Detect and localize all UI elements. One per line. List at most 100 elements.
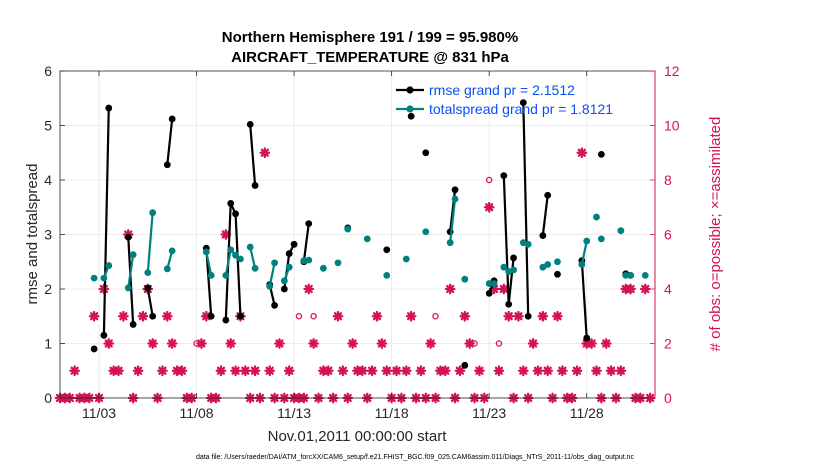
rmse-point bbox=[246, 121, 254, 128]
x-tick-label: 11/18 bbox=[375, 405, 409, 421]
spread-point bbox=[510, 266, 517, 274]
spread-point bbox=[583, 237, 591, 245]
obs-assimilated-marker bbox=[503, 310, 515, 322]
spread-point bbox=[554, 258, 561, 266]
obs-assimilated-marker bbox=[259, 147, 271, 159]
legend: rmse grand pr = 2.1512 totalspread grand… bbox=[396, 82, 613, 117]
obs-assimilated-marker bbox=[371, 310, 383, 322]
rmse-point bbox=[280, 285, 288, 293]
spread-point bbox=[168, 247, 176, 255]
obs-assimilated-marker bbox=[615, 365, 627, 377]
obs-assimilated-marker bbox=[332, 310, 344, 322]
obs-star-stroke bbox=[558, 366, 567, 375]
obs-star-stroke bbox=[158, 366, 167, 375]
spread-point bbox=[251, 264, 259, 272]
legend-label-rmse: rmse grand pr = 2.1512 bbox=[429, 82, 575, 98]
spread-point bbox=[500, 263, 508, 271]
obs-assimilated-marker bbox=[439, 365, 451, 377]
obs-assimilated-marker bbox=[322, 365, 334, 377]
spread-point bbox=[617, 227, 625, 235]
x-axis-ticks: 11/03 11/08 11/13 11/18 11/23 11/28 bbox=[82, 71, 604, 421]
obs-star-stroke bbox=[426, 339, 435, 348]
obs-star-stroke bbox=[104, 339, 113, 348]
obs-assimilated-marker bbox=[366, 365, 378, 377]
y-right-tick-label: 10 bbox=[664, 118, 680, 134]
obs-assimilated-marker bbox=[625, 283, 636, 295]
rmse-line-segment bbox=[502, 175, 515, 305]
rmse-point bbox=[524, 312, 532, 320]
spread-line-segment bbox=[249, 246, 257, 269]
obs-star-stroke bbox=[407, 312, 416, 321]
obs-star-stroke bbox=[606, 366, 616, 375]
x-axis-label: Nov.01,2011 00:00:00 start bbox=[268, 428, 448, 445]
obs-star-stroke bbox=[285, 366, 294, 375]
spread-point bbox=[271, 259, 278, 267]
obs-star-stroke bbox=[138, 312, 148, 321]
obs-assimilated-marker bbox=[103, 338, 115, 349]
obs-star-stroke bbox=[70, 366, 79, 375]
obs-assimilated-marker bbox=[454, 365, 466, 377]
spread-point bbox=[227, 246, 235, 254]
y-right-tick-label: 4 bbox=[664, 281, 672, 297]
obs-assimilated-marker bbox=[537, 310, 549, 322]
obs-star-stroke bbox=[90, 312, 99, 321]
rmse-point bbox=[149, 312, 157, 320]
spread-point bbox=[207, 271, 215, 279]
spread-point bbox=[383, 271, 391, 279]
obs-star-stroke bbox=[626, 284, 635, 294]
obs-assimilated-marker bbox=[118, 310, 129, 322]
obs-star-stroke bbox=[441, 366, 450, 375]
spread-point bbox=[402, 255, 410, 263]
obs-possible-marker bbox=[295, 312, 303, 320]
chart-subtitle: AIRCRAFT_TEMPERATURE @ 831 hPa bbox=[231, 49, 509, 66]
obs-star-stroke bbox=[616, 366, 625, 375]
spread-point bbox=[202, 248, 210, 256]
rmse-point bbox=[407, 112, 415, 120]
obs-star-stroke bbox=[372, 312, 382, 321]
spread-point bbox=[124, 284, 132, 292]
obs-possible-marker bbox=[471, 340, 478, 347]
obs-assimilated-marker bbox=[517, 365, 529, 377]
y-axis-left-label: rmse and totalspread bbox=[24, 164, 41, 305]
obs-star-stroke bbox=[333, 312, 343, 321]
obs-star-stroke bbox=[338, 366, 347, 375]
spread-point bbox=[100, 274, 108, 282]
rmse-line-segment bbox=[146, 287, 154, 317]
obs-star-stroke bbox=[163, 312, 172, 321]
obs-star-stroke bbox=[168, 339, 177, 348]
obs-possible-marker bbox=[193, 340, 200, 347]
spread-line-segment bbox=[580, 240, 588, 265]
spread-line-segment bbox=[205, 251, 213, 276]
obs-star-stroke bbox=[485, 203, 494, 212]
obs-assimilated-marker bbox=[176, 365, 188, 377]
spread-point bbox=[280, 277, 288, 285]
obs-count-markers bbox=[54, 147, 656, 404]
obs-assimilated-marker bbox=[303, 283, 315, 295]
obs-star-stroke bbox=[577, 148, 586, 157]
obs-star-stroke bbox=[324, 366, 333, 375]
rmse-point bbox=[222, 316, 230, 324]
obs-star-stroke bbox=[592, 366, 601, 375]
obs-assimilated-marker bbox=[459, 310, 471, 322]
obs-assimilated-marker bbox=[391, 365, 402, 377]
spread-point bbox=[593, 213, 600, 221]
obs-assimilated-marker bbox=[357, 365, 368, 377]
rmse-line-segment bbox=[580, 260, 588, 339]
obs-assimilated-marker bbox=[405, 310, 417, 322]
obs-assimilated-marker bbox=[425, 338, 437, 349]
obs-star-stroke bbox=[514, 312, 523, 321]
obs-assimilated-marker bbox=[493, 365, 505, 377]
rmse-point bbox=[285, 250, 293, 257]
obs-assimilated-marker bbox=[283, 365, 295, 377]
spread-point bbox=[622, 271, 630, 279]
spread-point bbox=[490, 280, 498, 287]
obs-assimilated-marker bbox=[483, 201, 495, 213]
legend-marker-spread bbox=[406, 105, 414, 113]
obs-star-stroke bbox=[533, 366, 543, 375]
obs-star-stroke bbox=[587, 339, 596, 348]
spread-point bbox=[334, 259, 342, 267]
obs-star-stroke bbox=[275, 339, 284, 348]
rmse-point bbox=[505, 300, 513, 308]
obs-assimilated-marker bbox=[132, 365, 144, 377]
